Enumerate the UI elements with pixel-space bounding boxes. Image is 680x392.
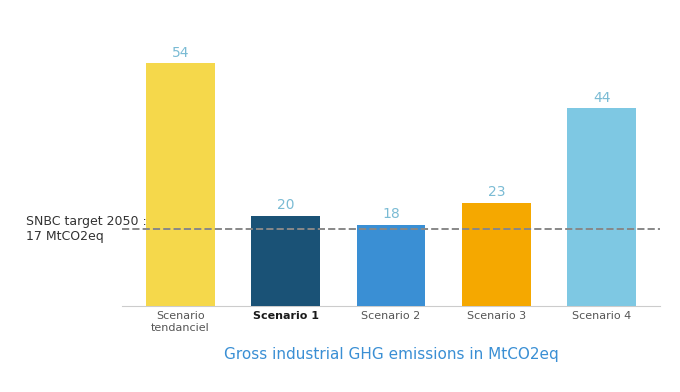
Text: SNBC target 2050 :
17 MtCO2eq: SNBC target 2050 : 17 MtCO2eq (26, 216, 146, 243)
Text: 54: 54 (171, 46, 189, 60)
Bar (252, 216, 320, 306)
Text: 23: 23 (488, 185, 505, 199)
Bar (567, 108, 636, 306)
Text: 18: 18 (382, 207, 400, 221)
X-axis label: Gross industrial GHG emissions in MtCO2eq: Gross industrial GHG emissions in MtCO2e… (224, 347, 558, 362)
Bar (462, 203, 530, 306)
Text: 44: 44 (593, 91, 611, 105)
Text: 20: 20 (277, 198, 294, 212)
Bar (146, 64, 215, 306)
Bar (357, 225, 425, 306)
